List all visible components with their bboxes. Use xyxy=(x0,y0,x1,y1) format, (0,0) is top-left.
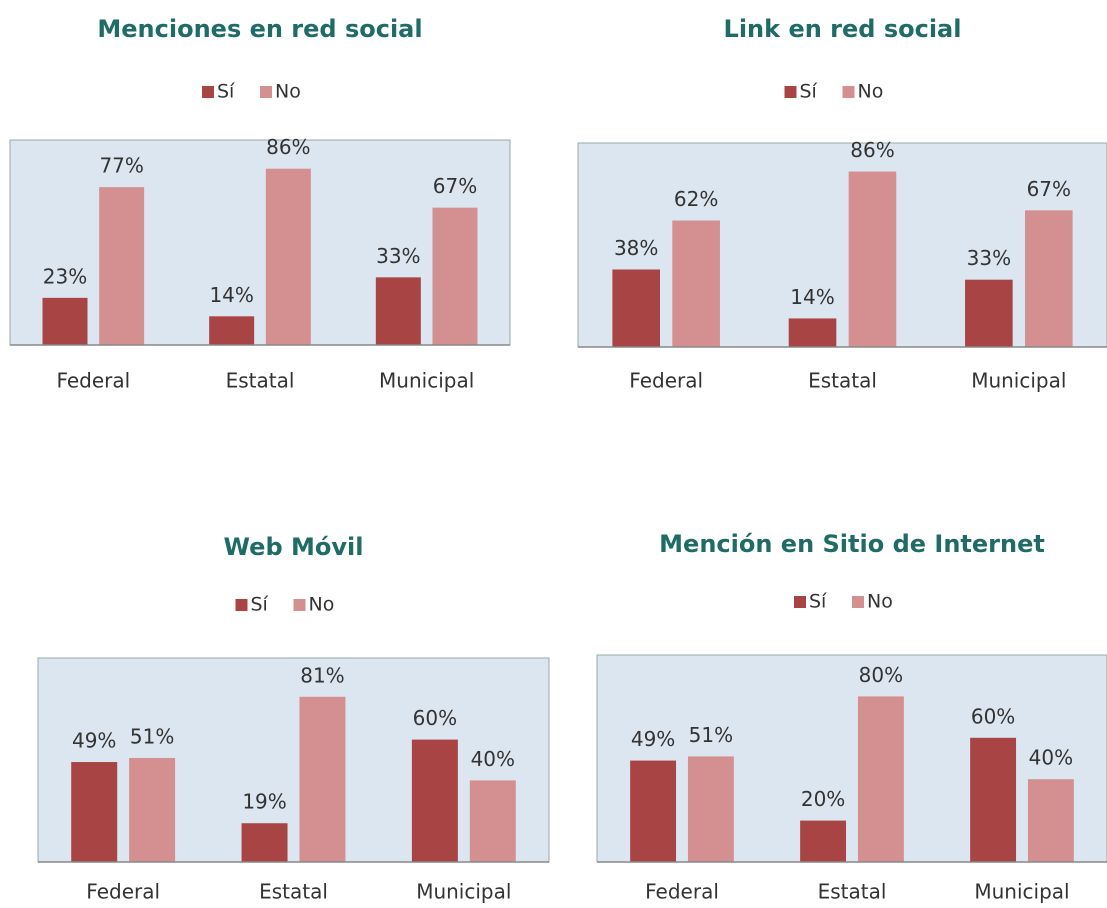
bar xyxy=(1025,210,1073,347)
bar xyxy=(800,820,847,862)
data-label: 49% xyxy=(72,729,116,753)
x-tick-label: Federal xyxy=(629,369,703,393)
bar xyxy=(209,316,255,345)
plot-area xyxy=(9,139,511,346)
plot-area xyxy=(577,142,1107,348)
data-label: 77% xyxy=(99,154,143,178)
x-tick-label: Municipal xyxy=(416,880,511,904)
legend-swatch xyxy=(235,599,248,611)
legend-label: Sí xyxy=(217,81,235,103)
chart-title: Web Móvil xyxy=(224,533,364,561)
data-label: 14% xyxy=(209,283,253,307)
legend-label: No xyxy=(858,81,884,103)
data-label: 51% xyxy=(130,724,174,748)
chart-title: Link en red social xyxy=(724,15,962,43)
bar xyxy=(265,168,311,345)
x-tick-label: Estatal xyxy=(259,880,328,904)
data-label: 23% xyxy=(43,264,87,288)
data-label: 60% xyxy=(971,704,1015,728)
data-label: 80% xyxy=(859,663,903,687)
bar xyxy=(432,207,478,345)
legend-label: Sí xyxy=(809,591,827,613)
data-label: 38% xyxy=(614,236,658,260)
data-label: 20% xyxy=(801,787,845,811)
x-tick-label: Estatal xyxy=(818,880,887,904)
plot-area xyxy=(37,657,550,863)
bar xyxy=(241,823,288,862)
bar xyxy=(857,696,904,862)
x-tick-label: Municipal xyxy=(971,369,1066,393)
legend-swatch xyxy=(842,86,855,98)
legend-label: Sí xyxy=(251,594,269,616)
bar xyxy=(411,739,458,862)
plot-area xyxy=(596,654,1107,863)
chart-title: Menciones en red social xyxy=(97,15,422,43)
legend-swatch xyxy=(784,86,797,98)
bar xyxy=(788,318,837,347)
data-label: 51% xyxy=(689,723,733,747)
data-label: 86% xyxy=(850,138,894,162)
bar xyxy=(965,279,1013,347)
bar xyxy=(848,171,897,347)
x-tick-label: Municipal xyxy=(379,369,474,393)
data-label: 14% xyxy=(790,285,834,309)
data-label: 67% xyxy=(1027,177,1071,201)
bar xyxy=(970,737,1017,862)
legend-swatch xyxy=(260,86,272,98)
data-label: 33% xyxy=(376,244,420,268)
bar xyxy=(71,762,118,862)
data-label: 49% xyxy=(631,727,675,751)
bar xyxy=(1027,779,1074,862)
bar xyxy=(687,756,734,862)
legend-label: No xyxy=(275,81,301,103)
bar xyxy=(299,696,346,862)
x-tick-label: Municipal xyxy=(974,880,1069,904)
x-tick-label: Federal xyxy=(86,880,160,904)
x-tick-label: Estatal xyxy=(226,369,295,393)
bar xyxy=(42,297,88,345)
legend-swatch xyxy=(794,596,806,608)
data-label: 81% xyxy=(300,663,344,687)
data-label: 40% xyxy=(471,747,515,771)
data-label: 86% xyxy=(266,135,310,159)
bar xyxy=(630,760,677,862)
legend-label: No xyxy=(309,594,335,616)
x-tick-label: Federal xyxy=(645,880,719,904)
legend-label: Sí xyxy=(800,81,818,103)
bar xyxy=(469,780,516,862)
chart-title: Mención en Sitio de Internet xyxy=(659,530,1045,558)
bar xyxy=(129,757,176,862)
bar xyxy=(375,277,421,345)
x-tick-label: Federal xyxy=(56,369,130,393)
data-label: 62% xyxy=(674,187,718,211)
legend-swatch xyxy=(293,599,306,611)
legend-label: No xyxy=(867,591,893,613)
data-label: 19% xyxy=(242,790,286,814)
data-label: 40% xyxy=(1029,746,1073,770)
bar xyxy=(612,269,660,347)
data-label: 33% xyxy=(967,246,1011,270)
bar xyxy=(99,187,145,345)
legend-swatch xyxy=(852,596,864,608)
legend-swatch xyxy=(202,86,214,98)
data-label: 60% xyxy=(413,706,457,730)
bar xyxy=(672,220,720,347)
x-tick-label: Estatal xyxy=(808,369,877,393)
data-label: 67% xyxy=(433,174,477,198)
